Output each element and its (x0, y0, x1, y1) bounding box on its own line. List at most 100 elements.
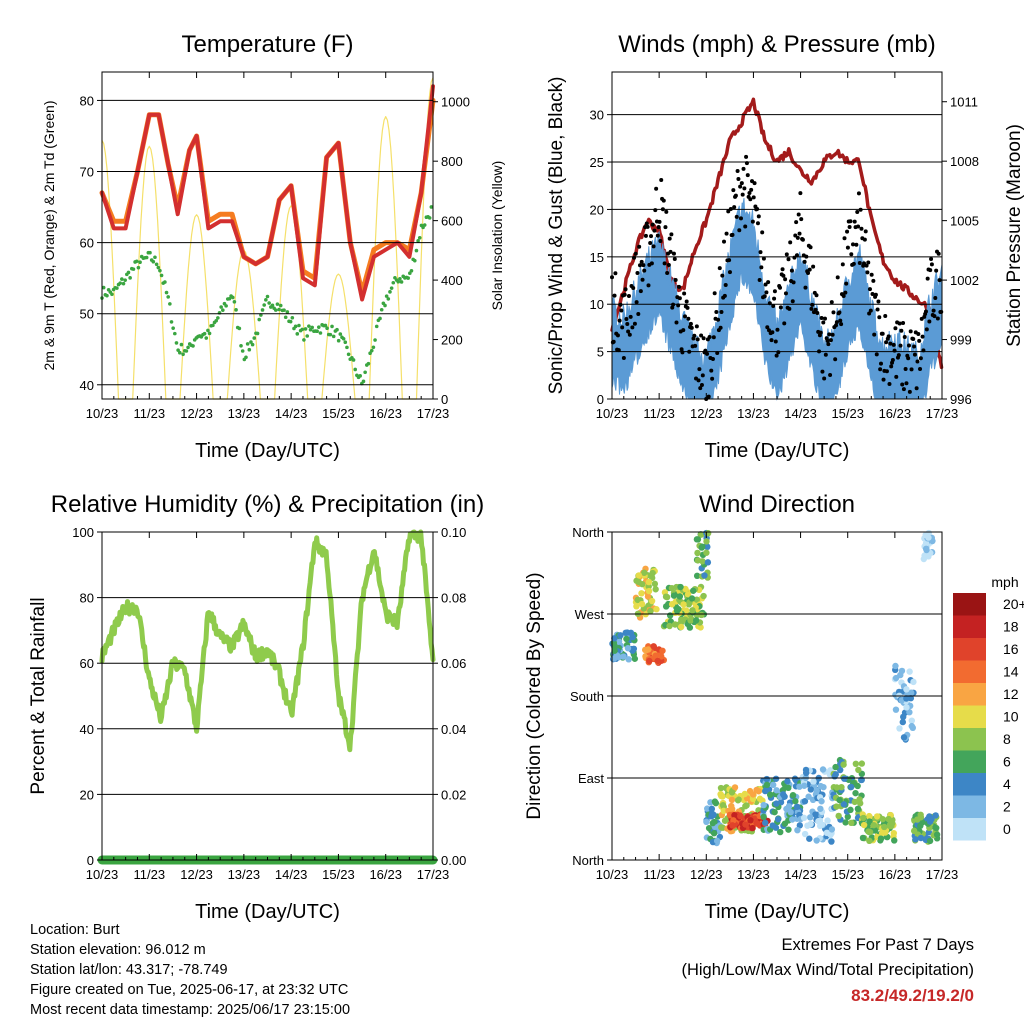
rh_precip-xtick-label: 12/23 (180, 867, 213, 882)
direction-point (710, 811, 717, 819)
gust-point (622, 292, 627, 297)
gust-point (744, 154, 749, 159)
dewpoint-point (278, 303, 283, 308)
gust-point (727, 258, 732, 263)
gust-point (756, 214, 761, 219)
gust-point (842, 236, 847, 241)
rh_precip-xlabel: Time (Day/UTC) (195, 901, 340, 923)
direction-point (852, 789, 859, 797)
dewpoint-point (297, 323, 301, 328)
direction-point (770, 781, 777, 789)
direction-point (773, 787, 780, 794)
gust-point (764, 290, 769, 295)
gust-point (819, 316, 824, 321)
colorbar-swatch (953, 615, 986, 638)
colorbar-swatch (953, 638, 986, 661)
gust-point (695, 337, 700, 342)
station-elevation: Station elevation: 96.012 m (30, 942, 206, 958)
dewpoint-point (244, 355, 248, 360)
gust-point (793, 233, 798, 238)
gust-point (891, 342, 896, 347)
dewpoint-point (383, 303, 387, 308)
dewpoint-point (202, 331, 207, 336)
wind_direction-xtick-label: 10/23 (596, 867, 629, 882)
temperature-ytick-label: 40 (80, 378, 94, 393)
dewpoint-point (371, 345, 376, 350)
rh_precip-ytick-right-label: 0.08 (441, 591, 466, 606)
direction-point (718, 824, 725, 831)
dewpoint-point (136, 265, 141, 270)
direction-point (704, 805, 711, 812)
direction-point (923, 546, 930, 554)
direction-point (623, 635, 630, 643)
gust-point (652, 228, 657, 233)
dewpoint-point (123, 278, 127, 282)
gust-point (807, 267, 812, 272)
gust-point (700, 373, 705, 378)
gust-point (664, 209, 669, 214)
dewpoint-point (257, 317, 262, 322)
gust-point (733, 193, 738, 198)
direction-point (712, 799, 720, 807)
dewpoint-point (118, 281, 123, 285)
direction-point (694, 549, 701, 557)
direction-point (701, 572, 708, 579)
dewpoint-point (128, 276, 132, 280)
gust-point (766, 328, 771, 333)
rh_precip-xtick-label: 11/23 (133, 867, 165, 882)
direction-point (787, 809, 794, 816)
gust-point (876, 299, 881, 304)
dewpoint-point (293, 324, 298, 329)
dewpoint-point (171, 326, 175, 330)
direction-point (820, 783, 827, 791)
gust-point (852, 219, 857, 224)
gust-point (916, 331, 921, 336)
colorbar-swatch (953, 660, 986, 683)
direction-point (900, 734, 908, 741)
direction-point (666, 622, 673, 630)
direction-point (753, 819, 760, 827)
rh_precip-ytick-label: 80 (80, 591, 94, 606)
dewpoint-point (186, 345, 190, 350)
gust-point (908, 329, 913, 334)
gust-point (896, 353, 901, 358)
direction-point (818, 798, 825, 805)
gust-point (758, 250, 763, 255)
direction-point (683, 607, 690, 614)
direction-point (742, 821, 749, 828)
gust-point (907, 343, 911, 348)
gust-point (688, 321, 693, 326)
dewpoint-point (264, 298, 268, 302)
direction-point (766, 791, 774, 798)
direction-point (692, 617, 700, 624)
direction-point (694, 536, 702, 543)
direction-point (812, 811, 819, 818)
dewpoint-point (343, 340, 348, 345)
gust-point (632, 321, 637, 326)
direction-point (651, 580, 659, 588)
dewpoint-point (282, 308, 286, 312)
direction-point (659, 647, 666, 654)
gust-point (810, 302, 815, 307)
gust-point (849, 252, 854, 257)
extremes-title: Extremes For Past 7 Days (781, 936, 974, 954)
winds-xtick-label: 17/23 (926, 406, 959, 421)
winds-ytick-label: 15 (590, 250, 604, 265)
direction-point (906, 709, 913, 716)
gust-point (617, 318, 622, 323)
direction-point (847, 806, 854, 814)
gust-point (917, 338, 922, 343)
wind_direction-xtick-label: 11/23 (643, 867, 675, 882)
temperature-ytick-right-label: 800 (441, 154, 463, 169)
dewpoint-point (204, 336, 209, 340)
gust-point (822, 316, 827, 321)
gust-point (821, 320, 826, 325)
winds-ytick-label: 10 (590, 297, 604, 312)
gust-point (674, 320, 679, 325)
direction-point (917, 811, 924, 818)
dewpoint-point (300, 327, 305, 332)
temperature-ylabel: 2m & 9m T (Red, Orange) & 2m Td (Green) (41, 101, 57, 371)
dewpoint-point (417, 235, 422, 240)
gust-point (862, 237, 867, 242)
gust-point (828, 338, 833, 343)
